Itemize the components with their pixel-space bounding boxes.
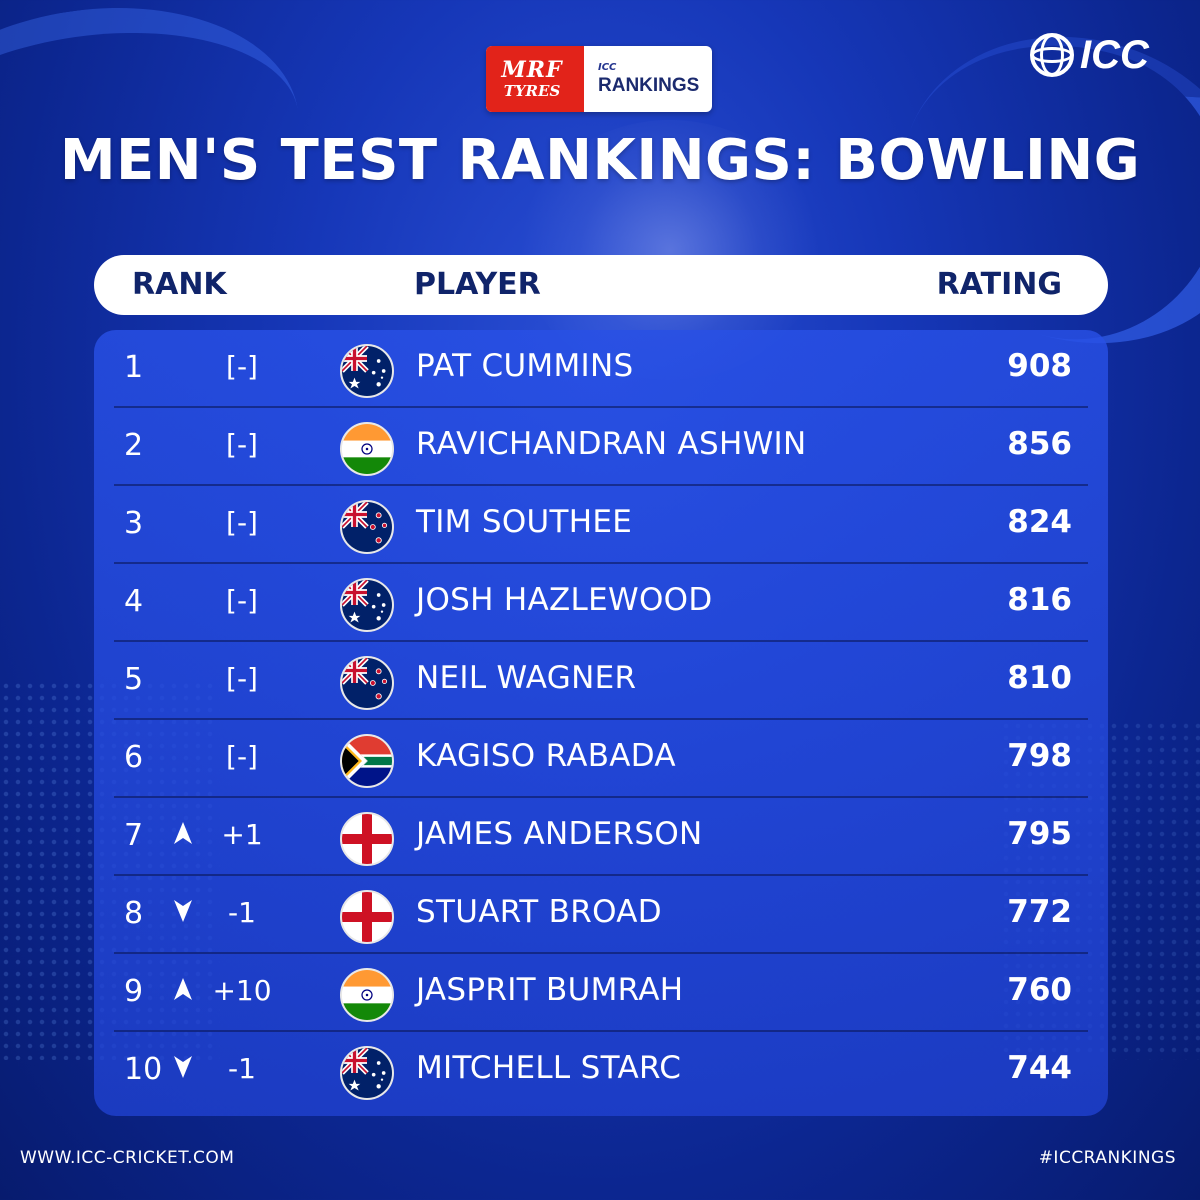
rankings-text: RANKINGS bbox=[598, 75, 700, 96]
player-rating: 908 bbox=[1007, 348, 1072, 384]
header-rating: RATING bbox=[936, 267, 1062, 302]
south-africa-flag-icon bbox=[340, 734, 394, 788]
cricket-globe-icon bbox=[1030, 33, 1074, 77]
rankings-table bbox=[94, 330, 1108, 1116]
page-title: MEN'S TEST RANKINGS: BOWLING bbox=[59, 128, 1141, 193]
england-flag-icon bbox=[340, 890, 394, 944]
icc-small-text: ICC bbox=[598, 62, 617, 73]
india-flag-icon bbox=[340, 422, 394, 476]
arrow-up-icon bbox=[172, 976, 194, 1002]
table-row: 1 [-] PAT CUMMINS 908 bbox=[94, 330, 1108, 408]
sponsor-logo: MRF TYRES ICC RANKINGS bbox=[486, 46, 712, 112]
rank-movement: -1 bbox=[228, 896, 256, 929]
rank-number: 8 bbox=[124, 896, 144, 931]
player-name: JASPRIT BUMRAH bbox=[416, 972, 684, 1008]
icc-rankings-logo: ICC RANKINGS bbox=[578, 46, 712, 112]
rank-number: 3 bbox=[124, 506, 144, 541]
mrf-text: MRF bbox=[501, 57, 563, 83]
rank-movement: +10 bbox=[212, 974, 272, 1007]
tyres-text: TYRES bbox=[503, 82, 561, 100]
rank-movement: +1 bbox=[221, 818, 263, 851]
player-rating: 760 bbox=[1007, 972, 1072, 1008]
player-rating: 816 bbox=[1007, 582, 1072, 618]
header-player: PLAYER bbox=[414, 267, 541, 302]
rank-movement: [-] bbox=[226, 662, 258, 695]
table-header: RANK PLAYER RATING bbox=[94, 255, 1108, 315]
header-rank: RANK bbox=[132, 267, 227, 302]
rank-number: 1 bbox=[124, 350, 144, 385]
table-row: 6 [-] KAGISO RABADA 798 bbox=[94, 720, 1108, 798]
australia-flag-icon bbox=[340, 344, 394, 398]
rank-movement: -1 bbox=[228, 1052, 256, 1085]
icc-logo-text: ICC bbox=[1080, 32, 1149, 77]
table-row: 3 [-] TIM SOUTHEE 824 bbox=[94, 486, 1108, 564]
rank-number: 7 bbox=[124, 818, 144, 853]
arrow-down-icon bbox=[172, 1054, 194, 1080]
table-row: 10 -1 MITCHELL STARC 744 bbox=[94, 1032, 1108, 1110]
arrow-down-icon bbox=[172, 898, 194, 924]
player-rating: 824 bbox=[1007, 504, 1072, 540]
player-name: JAMES ANDERSON bbox=[416, 816, 703, 852]
rank-movement: [-] bbox=[226, 740, 258, 773]
website-url: WWW.ICC-CRICKET.COM bbox=[20, 1148, 235, 1168]
player-name: RAVICHANDRAN ASHWIN bbox=[416, 426, 807, 462]
rank-number: 6 bbox=[124, 740, 144, 775]
player-rating: 744 bbox=[1007, 1050, 1072, 1086]
rank-number: 2 bbox=[124, 428, 144, 463]
player-name: TIM SOUTHEE bbox=[416, 504, 633, 540]
rank-movement: [-] bbox=[226, 584, 258, 617]
table-row: 2 [-] RAVICHANDRAN ASHWIN 856 bbox=[94, 408, 1108, 486]
new-zealand-flag-icon bbox=[340, 500, 394, 554]
india-flag-icon bbox=[340, 968, 394, 1022]
mrf-tyres-logo: MRF TYRES bbox=[486, 46, 578, 112]
australia-flag-icon bbox=[340, 1046, 394, 1100]
player-name: JOSH HAZLEWOOD bbox=[416, 582, 713, 618]
rank-number: 9 bbox=[124, 974, 144, 1009]
player-rating: 795 bbox=[1007, 816, 1072, 852]
player-name: KAGISO RABADA bbox=[416, 738, 676, 774]
table-row: 4 [-] JOSH HAZLEWOOD 816 bbox=[94, 564, 1108, 642]
icc-logo: ICC bbox=[1030, 32, 1149, 78]
rank-number: 5 bbox=[124, 662, 144, 697]
arrow-up-icon bbox=[172, 820, 194, 846]
england-flag-icon bbox=[340, 812, 394, 866]
table-row: 5 [-] NEIL WAGNER 810 bbox=[94, 642, 1108, 720]
new-zealand-flag-icon bbox=[340, 656, 394, 710]
rank-number: 10 bbox=[124, 1052, 163, 1087]
player-rating: 798 bbox=[1007, 738, 1072, 774]
rank-movement: [-] bbox=[226, 428, 258, 461]
player-rating: 810 bbox=[1007, 660, 1072, 696]
rank-movement: [-] bbox=[226, 350, 258, 383]
player-name: NEIL WAGNER bbox=[416, 660, 637, 696]
player-rating: 856 bbox=[1007, 426, 1072, 462]
hashtag: #ICCRANKINGS bbox=[1038, 1148, 1176, 1168]
rank-movement: [-] bbox=[226, 506, 258, 539]
table-row: 7 +1 JAMES ANDERSON 795 bbox=[94, 798, 1108, 876]
australia-flag-icon bbox=[340, 578, 394, 632]
player-name: MITCHELL STARC bbox=[416, 1050, 682, 1086]
player-name: STUART BROAD bbox=[416, 894, 662, 930]
table-row: 8 -1 STUART BROAD 772 bbox=[94, 876, 1108, 954]
table-row: 9 +10 JASPRIT BUMRAH 760 bbox=[94, 954, 1108, 1032]
player-rating: 772 bbox=[1007, 894, 1072, 930]
player-name: PAT CUMMINS bbox=[416, 348, 634, 384]
rank-number: 4 bbox=[124, 584, 144, 619]
